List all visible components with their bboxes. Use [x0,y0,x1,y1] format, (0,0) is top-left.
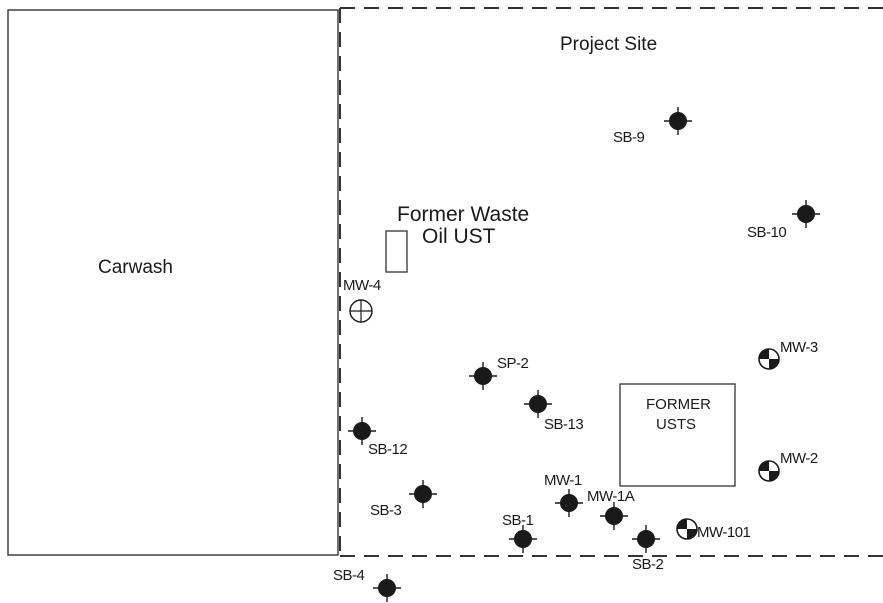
point-label-sb-13: SB-13 [544,416,583,433]
former-usts-box [619,383,736,487]
monitoring-well-icon [758,460,780,482]
point-label-sb-4: SB-4 [333,567,365,584]
point-label-sb-3: SB-3 [370,502,402,519]
point-label-mw-101: MW-101 [697,524,751,541]
point-label-sb-1: SB-1 [502,512,534,529]
monitoring-well-icon [758,348,780,370]
carwash-label: Carwash [98,257,173,278]
soil-boring-icon [409,480,437,508]
soil-boring-icon [792,200,820,228]
soil-boring-icon [509,525,537,553]
sample-points: SB-9 SB-10 MW-4 MW-3 SP-2 SB-13 SB-12 MW-2 SB-3 M… [333,107,820,602]
point-label-sb-12: SB-12 [368,441,407,458]
soil-boring-icon [600,502,628,530]
soil-boring-icon [664,107,692,135]
point-label-mw-1: MW-1 [544,472,582,489]
project-site-label: Project Site [560,34,657,55]
former-waste-oil-ust-label-line1: Former Waste [397,203,529,226]
point-label-sb-9: SB-9 [613,129,645,146]
monitoring-well-icon [676,518,698,540]
point-label-mw-2: MW-2 [780,450,818,467]
point-label-mw-4: MW-4 [343,277,381,294]
soil-boring-icon [469,362,497,390]
soil-boring-icon [524,390,552,418]
monitoring-well-open-icon [349,299,373,323]
former-usts-label-line2: USTS [656,416,696,433]
former-waste-oil-ust-label-line2: Oil UST [422,225,496,248]
point-label-sb-10: SB-10 [747,224,786,241]
former-usts-label-line1: FORMER [646,396,711,413]
point-label-sp-2: SP-2 [497,355,529,372]
point-label-sb-2: SB-2 [632,556,664,573]
point-label-mw-3: MW-3 [780,339,818,356]
soil-boring-icon [632,525,660,553]
soil-boring-icon [555,489,583,517]
point-label-mw-1a: MW-1A [587,488,635,505]
soil-boring-icon [348,417,376,445]
project-site-boundary [339,7,883,557]
former-waste-oil-ust-box [385,230,408,273]
soil-boring-icon [373,574,401,602]
carwash-boundary [7,9,339,556]
